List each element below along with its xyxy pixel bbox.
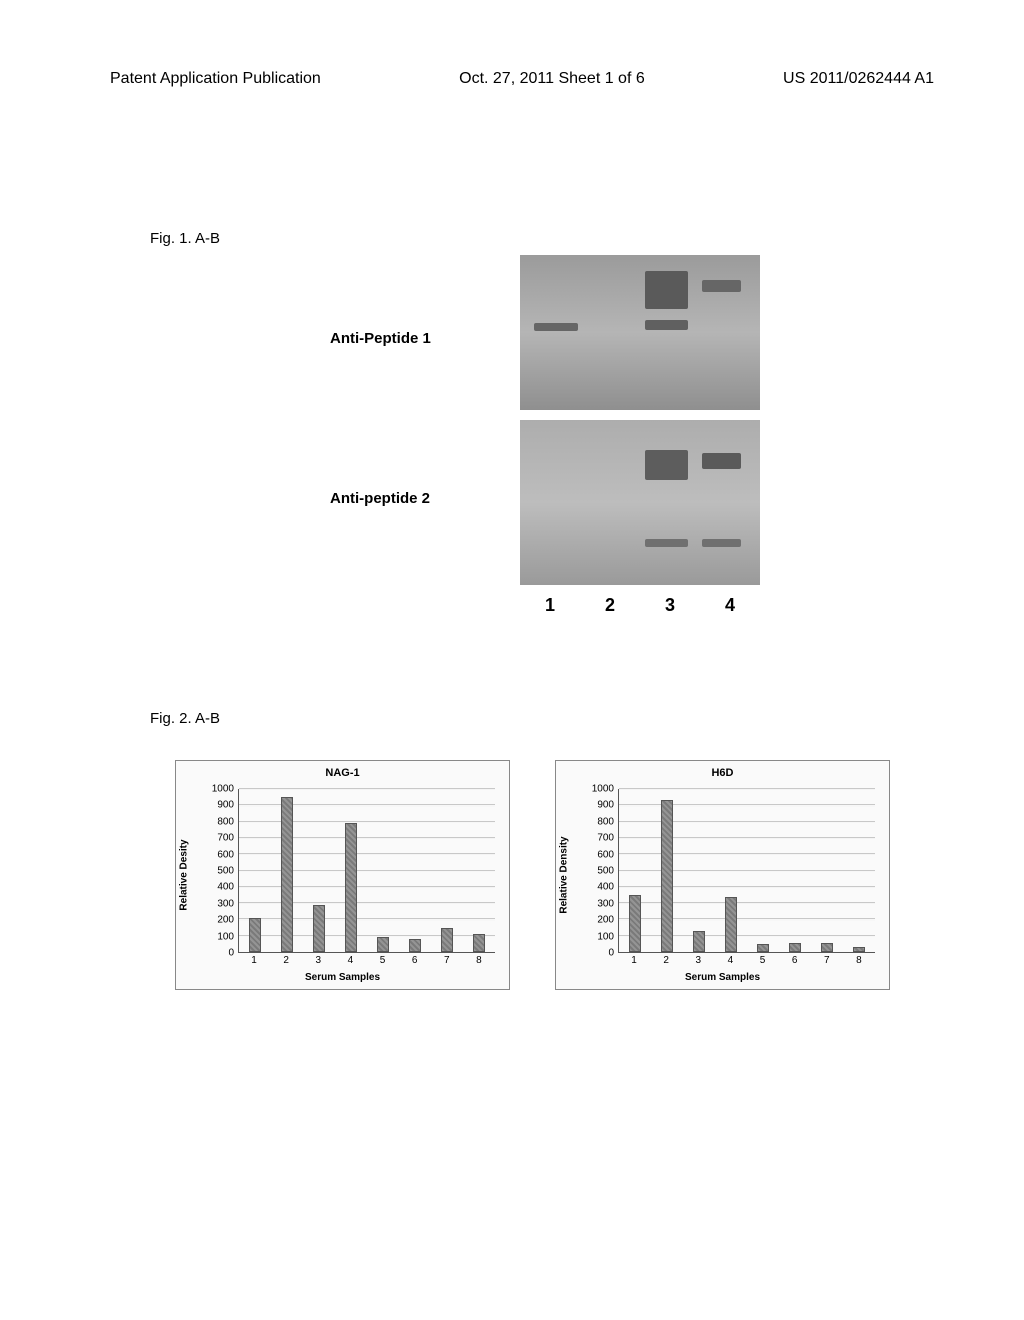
chart-h6d-title: H6D: [556, 767, 889, 779]
lane-4: 4: [725, 595, 735, 616]
chart-nag1-xlabel: Serum Samples: [176, 972, 509, 983]
western-blot-panel-1: [520, 255, 760, 410]
chart-nag1-xticks: 12345678: [238, 955, 495, 967]
chart-h6d-xlabel: Serum Samples: [556, 972, 889, 983]
blot-lane-labels: 1 2 3 4: [520, 595, 760, 616]
lane-3: 3: [665, 595, 675, 616]
fig1-caption: Fig. 1. A-B: [150, 230, 220, 247]
chart-h6d-xticks: 12345678: [618, 955, 875, 967]
page-header: Patent Application Publication Oct. 27, …: [0, 70, 1024, 88]
chart-h6d: H6D Relative Density 0100200300400500600…: [555, 760, 890, 990]
chart-h6d-ylabel: Relative Density: [559, 836, 570, 913]
anti-peptide-2-label: Anti-peptide 2: [330, 490, 430, 507]
chart-nag1-title: NAG-1: [176, 767, 509, 779]
header-mid: Oct. 27, 2011 Sheet 1 of 6: [459, 70, 645, 88]
lane-2: 2: [605, 595, 615, 616]
anti-peptide-1-label: Anti-Peptide 1: [330, 330, 431, 347]
western-blot-panel-2: [520, 420, 760, 585]
header-right: US 2011/0262444 A1: [783, 70, 934, 88]
chart-nag1-ylabel: Relative Desity: [179, 839, 190, 910]
chart-h6d-plot: [618, 789, 875, 953]
chart-nag1-plot: [238, 789, 495, 953]
chart-h6d-yticks: 01002003004005006007008009001000: [594, 789, 616, 953]
chart-nag1-yticks: 01002003004005006007008009001000: [214, 789, 236, 953]
chart-nag1: NAG-1 Relative Desity 010020030040050060…: [175, 760, 510, 990]
header-left: Patent Application Publication: [110, 70, 321, 88]
fig2-caption: Fig. 2. A-B: [150, 710, 220, 727]
lane-1: 1: [545, 595, 555, 616]
